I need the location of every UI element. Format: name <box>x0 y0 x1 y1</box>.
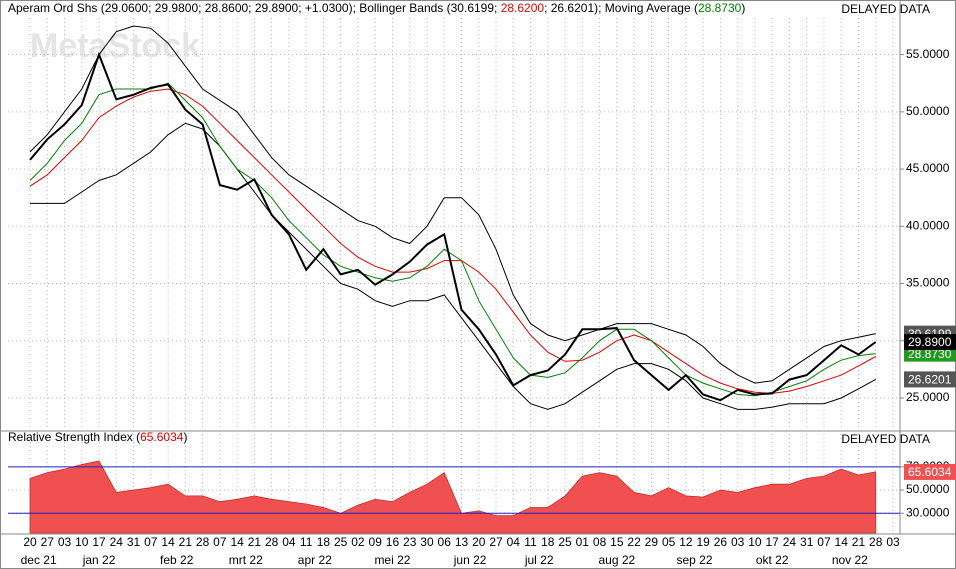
x-tick-label: 31 <box>800 535 814 549</box>
header-segment: ) <box>741 1 745 15</box>
value-badge-label: 65.6034 <box>908 465 952 479</box>
value-badge <box>904 463 956 480</box>
y-tick-label: 50.0000 <box>906 482 950 496</box>
month-label: sep 22 <box>676 553 712 567</box>
x-tick-label: 24 <box>110 535 124 549</box>
x-tick-label: 07 <box>213 535 227 549</box>
rsi-title-end: ) <box>183 430 187 444</box>
x-tick-label: 17 <box>766 535 780 549</box>
x-tick-label: 28 <box>869 535 883 549</box>
header-segment: Aperam Ord Shs (29.0600; 29.9800; 28.860… <box>8 1 501 15</box>
y-tick-label: 30.0000 <box>906 505 950 519</box>
x-tick-label: 05 <box>662 535 676 549</box>
x-tick-label: 09 <box>369 535 383 549</box>
y-tick-label: 45.0000 <box>906 161 950 175</box>
x-tick-label: 27 <box>41 535 55 549</box>
header-segment: ; 26.6201); Moving Average ( <box>544 1 698 15</box>
x-tick-label: 21 <box>248 535 262 549</box>
header-segment: 28.6200 <box>501 1 545 15</box>
x-tick-label: 14 <box>161 535 175 549</box>
month-label: apr 22 <box>298 553 332 567</box>
rsi-header: Relative Strength Index (65.6034) <box>8 430 187 444</box>
month-label: mrt 22 <box>229 553 263 567</box>
x-tick-label: 01 <box>576 535 590 549</box>
x-tick-label: 16 <box>386 535 400 549</box>
chart-header: Aperam Ord Shs (29.0600; 29.9800; 28.860… <box>8 1 745 15</box>
x-tick-label: 02 <box>351 535 365 549</box>
x-tick-label: 08 <box>593 535 607 549</box>
x-tick-label: 04 <box>507 535 521 549</box>
month-label: jun 22 <box>453 553 487 567</box>
x-tick-label: 20 <box>23 535 37 549</box>
x-tick-label: 14 <box>230 535 244 549</box>
x-tick-label: 04 <box>282 535 296 549</box>
x-tick-label: 31 <box>127 535 141 549</box>
status-label: DELAYED DATA <box>841 2 930 16</box>
header-segment: 28.8730 <box>698 1 742 15</box>
month-label: mei 22 <box>374 553 410 567</box>
x-tick-label: 11 <box>524 535 537 549</box>
status-label: DELAYED DATA <box>841 432 930 446</box>
x-tick-label: 12 <box>679 535 693 549</box>
x-tick-label: 14 <box>835 535 849 549</box>
month-label: jan 22 <box>82 553 116 567</box>
x-tick-label: 27 <box>489 535 503 549</box>
x-tick-label: 03 <box>731 535 745 549</box>
series-line <box>29 25 876 384</box>
x-tick-label: 10 <box>748 535 762 549</box>
month-label: aug 22 <box>598 553 635 567</box>
x-tick-label: 10 <box>75 535 89 549</box>
x-tick-label: 17 <box>92 535 106 549</box>
y-tick-label: 35.0000 <box>906 276 950 290</box>
x-tick-label: 22 <box>627 535 641 549</box>
y-tick-label: 50.0000 <box>906 104 950 118</box>
y-tick-label: 40.0000 <box>906 218 950 232</box>
month-label: dec 21 <box>21 553 57 567</box>
x-tick-label: 29 <box>645 535 659 549</box>
series-line <box>29 82 876 397</box>
x-tick-label: 28 <box>265 535 279 549</box>
x-tick-label: 15 <box>610 535 624 549</box>
x-tick-label: 21 <box>179 535 193 549</box>
x-tick-label: 21 <box>852 535 866 549</box>
value-badge <box>904 333 956 350</box>
y-tick-label: 55.0000 <box>906 47 950 61</box>
y-tick-label: 25.0000 <box>906 390 950 404</box>
x-tick-label: 11 <box>300 535 313 549</box>
x-tick-label: 03 <box>886 535 900 549</box>
month-label: okt 22 <box>756 553 789 567</box>
rsi-title-value: 65.6034 <box>140 430 184 444</box>
x-tick-label: 30 <box>420 535 434 549</box>
x-tick-label: 06 <box>438 535 452 549</box>
x-tick-label: 07 <box>144 535 158 549</box>
x-tick-label: 26 <box>714 535 728 549</box>
x-tick-label: 25 <box>334 535 348 549</box>
month-label: feb 22 <box>160 553 194 567</box>
value-badge <box>904 371 956 388</box>
month-label: jul 22 <box>524 553 554 567</box>
rsi-title: Relative Strength Index ( <box>8 430 140 444</box>
x-tick-label: 03 <box>58 535 72 549</box>
value-badge-label: 26.6201 <box>908 373 952 387</box>
value-badge-label: 28.8730 <box>908 347 952 361</box>
value-badge-label: 29.8900 <box>908 335 952 349</box>
x-tick-label: 13 <box>455 535 469 549</box>
x-tick-label: 19 <box>696 535 710 549</box>
x-tick-label: 20 <box>472 535 486 549</box>
series-line <box>29 51 877 402</box>
x-tick-label: 18 <box>317 535 331 549</box>
x-tick-label: 24 <box>783 535 797 549</box>
x-tick-label: 25 <box>558 535 572 549</box>
x-tick-label: 23 <box>403 535 417 549</box>
x-tick-label: 07 <box>817 535 831 549</box>
x-tick-label: 28 <box>196 535 210 549</box>
x-tick-label: 18 <box>541 535 555 549</box>
month-label: nov 22 <box>832 553 868 567</box>
series-line <box>30 122 876 410</box>
